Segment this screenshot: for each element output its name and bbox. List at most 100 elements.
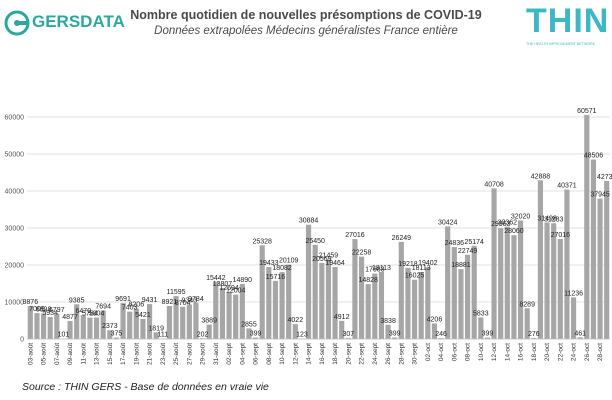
data-label: 30884: [299, 218, 319, 225]
data-label: 12694: [219, 285, 239, 292]
bar: [74, 304, 80, 339]
bar: [107, 330, 113, 339]
data-labels: 8876700968985934679710148779385647057845…: [23, 108, 612, 339]
x-tick-label: 06-sept: [253, 343, 260, 365]
bar: [113, 337, 120, 339]
data-label: 25328: [252, 238, 272, 245]
data-label: 101: [58, 332, 70, 339]
bar: [27, 306, 33, 339]
x-tick-label: 15-août: [107, 343, 114, 365]
bar: [597, 198, 603, 339]
bar: [511, 235, 517, 339]
x-tick-label: 22-oct: [557, 343, 564, 361]
bar: [425, 267, 431, 339]
data-label: 13807: [213, 281, 233, 288]
data-label: 6898: [36, 306, 52, 313]
data-label: 246: [435, 331, 447, 338]
data-label: 20109: [279, 258, 299, 265]
data-label: 16025: [405, 273, 425, 280]
x-tick-label: 27-août: [186, 343, 193, 365]
bars: [27, 114, 610, 339]
bar: [213, 281, 219, 339]
x-tick-label: 02-oct: [425, 343, 432, 361]
x-tick-label: 05-août: [41, 343, 48, 365]
x-tick-label: 26-oct: [584, 343, 591, 361]
data-label: 19464: [325, 260, 345, 267]
bar: [226, 292, 232, 339]
data-label: 11236: [564, 290, 583, 297]
y-tick-label: 40000: [5, 189, 25, 196]
bar: [604, 180, 610, 339]
data-label: 4877: [62, 314, 78, 321]
x-tick-label: 02-sept: [226, 343, 233, 365]
x-tick-label: 16-sept: [319, 343, 326, 365]
bar: [173, 296, 179, 339]
bar: [451, 247, 457, 339]
bar: [372, 273, 378, 339]
x-tick-label: 31-août: [213, 343, 220, 365]
data-label: 9784: [188, 296, 204, 303]
x-tick-label: 30-sept: [412, 343, 419, 365]
data-label: 123: [296, 332, 308, 339]
bar: [219, 287, 226, 339]
data-label: 14890: [233, 277, 253, 284]
bar: [557, 239, 563, 339]
bar: [233, 294, 239, 339]
data-label: 8289: [519, 301, 535, 308]
bar: [517, 220, 524, 339]
data-label: 5804: [89, 311, 105, 318]
bar: [504, 226, 510, 339]
bar: [286, 264, 292, 339]
x-tick-label: 18-oct: [531, 343, 538, 361]
data-label: 22749: [458, 248, 478, 255]
x-tick-label: 13-août: [94, 343, 101, 365]
data-label: 25174: [464, 239, 484, 246]
data-label: 399: [482, 331, 494, 338]
bar: [358, 256, 365, 339]
data-label: 307: [342, 331, 354, 338]
data-label: 4022: [288, 317, 304, 324]
thin-logo: THIN THE HEALTH IMPROVEMENT NETWORK: [520, 2, 610, 52]
bar: [239, 283, 245, 339]
bar: [252, 337, 259, 339]
data-label: 31498: [537, 215, 557, 222]
data-label: 40708: [484, 181, 504, 188]
data-label: 25450: [305, 238, 325, 245]
x-tick-label: 09-août: [67, 343, 74, 365]
data-label: 30362: [498, 220, 518, 227]
bar: [193, 302, 199, 339]
bar: [180, 306, 186, 339]
bar: [458, 269, 464, 339]
x-tick-label: 21-août: [147, 343, 154, 365]
data-label: 27016: [551, 232, 571, 239]
bar: [584, 114, 590, 339]
data-label: 9431: [142, 297, 158, 304]
data-label: 9691: [115, 296, 131, 303]
x-tick-label: 08-sept: [266, 343, 273, 365]
data-label: 5833: [473, 310, 489, 317]
bar: [544, 222, 550, 339]
data-label: 32020: [511, 214, 531, 221]
data-label: 14828: [358, 277, 378, 284]
bar: [537, 180, 544, 339]
bar: [498, 228, 504, 339]
data-label: 1819: [148, 325, 164, 332]
data-label: 2373: [102, 323, 118, 330]
y-tick-label: 60000: [5, 115, 25, 122]
bar: [100, 310, 106, 339]
x-tick-label: 14-sept: [306, 343, 313, 365]
bar: [246, 328, 252, 339]
x-tick-label: 18-sept: [332, 343, 339, 365]
data-label: 9385: [69, 297, 85, 304]
data-label: 42888: [531, 173, 551, 180]
data-label: 17683: [365, 267, 385, 274]
bar: [345, 337, 351, 339]
data-label: 8921: [162, 299, 178, 306]
x-tick-label: 29-août: [200, 343, 207, 365]
x-tick-label: 23-août: [160, 343, 167, 365]
bar: [146, 304, 153, 339]
bar: [93, 317, 100, 339]
data-label: 27016: [345, 232, 365, 239]
bar: [484, 337, 491, 339]
data-label: 42734: [597, 174, 612, 181]
